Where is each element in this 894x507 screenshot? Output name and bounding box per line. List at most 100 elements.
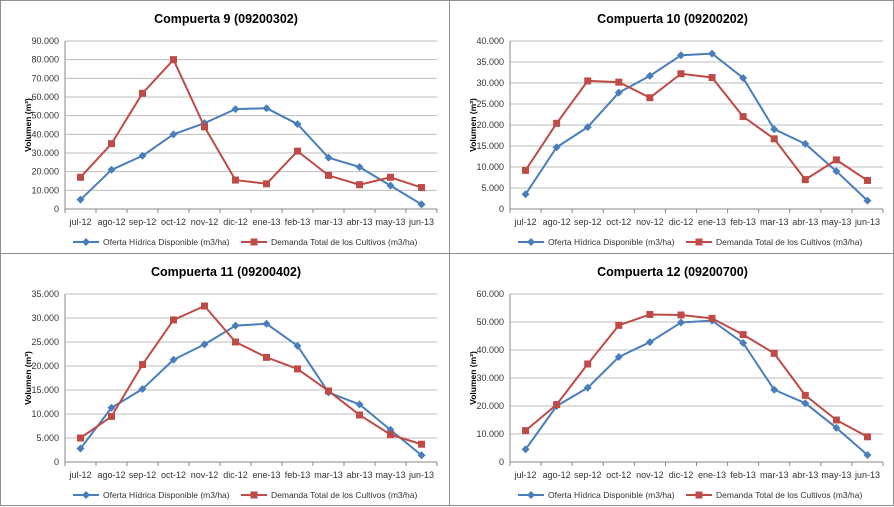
y-tick-label: 25.000 bbox=[476, 99, 504, 109]
y-tick-label: 20.000 bbox=[31, 361, 59, 371]
data-point-oferta bbox=[355, 400, 364, 409]
y-tick-label: 40.000 bbox=[31, 129, 59, 139]
chart-title: Compuerta 10 (09200202) bbox=[597, 12, 748, 26]
chart-title: Compuerta 11 (09200402) bbox=[151, 265, 301, 279]
x-tick-label: jun-13 bbox=[854, 217, 880, 227]
series-line-demanda bbox=[524, 313, 868, 438]
data-point-demanda bbox=[232, 176, 239, 184]
series-line-demanda bbox=[79, 58, 422, 189]
series-line-oferta bbox=[79, 107, 423, 206]
y-tick-label: 90.000 bbox=[31, 36, 59, 46]
y-axis-label: Volumen (m³) bbox=[468, 351, 478, 405]
data-point-demanda bbox=[770, 349, 778, 357]
legend-label: Oferta Hídrica Disponible (m3/ha) bbox=[103, 237, 230, 247]
x-tick-label: sep-12 bbox=[129, 217, 157, 227]
data-point-oferta bbox=[645, 338, 654, 347]
x-tick-label: dic-12 bbox=[223, 470, 248, 480]
y-tick-label: 35.000 bbox=[31, 289, 59, 299]
series-line-demanda bbox=[79, 305, 422, 446]
data-point-oferta bbox=[107, 403, 116, 412]
x-tick-label: sep-12 bbox=[574, 217, 602, 227]
y-tick-label: 80.000 bbox=[31, 55, 59, 65]
data-point-demanda bbox=[170, 56, 177, 64]
data-point-demanda bbox=[739, 113, 747, 121]
data-point-oferta bbox=[76, 195, 85, 204]
y-tick-label: 10.000 bbox=[476, 162, 504, 172]
data-point-demanda bbox=[108, 140, 115, 148]
data-point-demanda bbox=[584, 77, 592, 85]
y-tick-label: 40.000 bbox=[476, 36, 504, 46]
data-point-oferta bbox=[676, 318, 685, 327]
data-point-demanda bbox=[553, 119, 561, 127]
x-tick-label: jul-12 bbox=[514, 217, 537, 227]
legend-marker bbox=[250, 491, 258, 499]
series-line-demanda bbox=[524, 72, 869, 182]
y-tick-label: 5.000 bbox=[36, 433, 59, 443]
data-point-oferta bbox=[293, 120, 302, 129]
data-point-oferta bbox=[676, 51, 685, 60]
y-tick-label: 5.000 bbox=[481, 183, 504, 193]
x-tick-label: oct-12 bbox=[606, 217, 631, 227]
x-tick-label: sep-12 bbox=[129, 470, 157, 480]
data-point-demanda bbox=[294, 147, 301, 155]
y-tick-label: 50.000 bbox=[476, 317, 504, 327]
data-point-demanda bbox=[387, 431, 394, 439]
data-point-oferta bbox=[583, 383, 592, 392]
data-point-oferta bbox=[107, 165, 116, 174]
data-point-demanda bbox=[584, 360, 592, 368]
data-point-oferta bbox=[583, 123, 592, 132]
chart-compuerta-9: Compuerta 9 (09200302) Volumen (m³) 0 10.00… bbox=[0, 0, 450, 254]
data-point-demanda bbox=[553, 401, 561, 409]
chart-compuerta-10: Compuerta 10 (09200202) Volumen (m³) 0 5.00… bbox=[449, 0, 894, 254]
legend-marker bbox=[527, 491, 535, 499]
y-tick-label: 10.000 bbox=[31, 409, 59, 419]
x-tick-label: sep-12 bbox=[574, 470, 602, 480]
y-tick-label: 25.000 bbox=[31, 337, 59, 347]
y-tick-label: 15.000 bbox=[476, 141, 504, 151]
x-tick-label: jun-13 bbox=[408, 217, 434, 227]
legend-label: Oferta Hídrica Disponible (m3/ha) bbox=[103, 490, 230, 500]
data-point-demanda bbox=[418, 184, 425, 192]
data-point-oferta bbox=[262, 319, 271, 328]
chart-title: Compuerta 9 (09200302) bbox=[154, 12, 298, 26]
y-tick-label: 15.000 bbox=[31, 385, 59, 395]
x-tick-label: abr-13 bbox=[792, 470, 818, 480]
data-point-demanda bbox=[356, 411, 363, 419]
data-point-demanda bbox=[801, 176, 809, 184]
data-point-demanda bbox=[863, 433, 871, 441]
legend-marker bbox=[250, 238, 258, 246]
x-tick-label: dic-12 bbox=[223, 217, 248, 227]
data-point-demanda bbox=[418, 440, 425, 448]
data-point-oferta bbox=[231, 105, 240, 114]
data-point-demanda bbox=[108, 412, 115, 420]
data-point-oferta bbox=[521, 445, 530, 454]
x-tick-label: ene-13 bbox=[698, 470, 726, 480]
data-point-demanda bbox=[77, 434, 84, 442]
data-point-demanda bbox=[325, 387, 332, 395]
chart-svg: Compuerta 12 (09200700) Volumen (m³) 0 10.0… bbox=[468, 265, 884, 500]
y-tick-label: 0 bbox=[54, 457, 59, 467]
data-point-oferta bbox=[200, 340, 209, 349]
chart-compuerta-11: Compuerta 11 (09200402) Volumen (m³) 0 5.00… bbox=[0, 253, 450, 506]
x-tick-label: dic-12 bbox=[669, 470, 694, 480]
series-line-oferta bbox=[524, 319, 869, 456]
data-point-oferta bbox=[614, 353, 623, 361]
x-tick-label: ago-12 bbox=[543, 470, 571, 480]
data-point-demanda bbox=[325, 171, 332, 179]
x-tick-label: ene-13 bbox=[698, 217, 726, 227]
data-point-demanda bbox=[294, 365, 301, 373]
x-tick-label: nov-12 bbox=[636, 470, 664, 480]
x-tick-label: oct-12 bbox=[161, 470, 186, 480]
legend-label: Demanda Total de los Cultivos (m3/ha) bbox=[271, 237, 417, 247]
y-tick-label: 60.000 bbox=[31, 92, 59, 102]
chart-svg: Compuerta 9 (09200302) Volumen (m³) 0 10.00… bbox=[23, 12, 438, 247]
y-tick-label: 30.000 bbox=[31, 313, 59, 323]
y-tick-label: 30.000 bbox=[476, 373, 504, 383]
x-tick-label: jul-12 bbox=[68, 217, 91, 227]
x-tick-label: ene-13 bbox=[252, 470, 280, 480]
x-tick-label: mar-13 bbox=[760, 470, 789, 480]
data-point-oferta bbox=[324, 153, 333, 162]
legend-marker bbox=[695, 491, 703, 499]
x-tick-label: may-13 bbox=[375, 470, 405, 480]
data-point-oferta bbox=[169, 355, 178, 364]
